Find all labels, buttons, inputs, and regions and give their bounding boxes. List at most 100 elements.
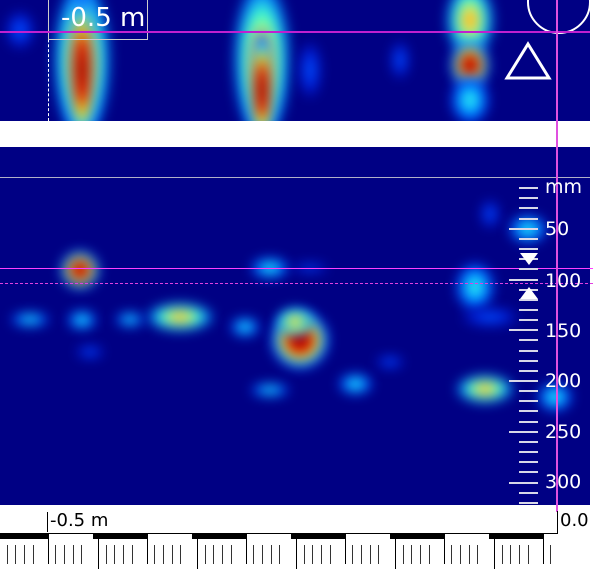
depth-tick (509, 380, 538, 382)
depth-tick (509, 430, 538, 433)
depth-scan-view[interactable] (0, 147, 590, 505)
ruler-segment (47, 534, 93, 564)
depth-label: 100 (545, 270, 582, 292)
scan-reflection (60, 250, 100, 290)
scan-reflection (375, 355, 405, 369)
depth-tick (519, 451, 538, 454)
scan-reflection (75, 345, 105, 359)
depth-tick (519, 248, 538, 251)
ruler-tick (81, 545, 83, 564)
top-scan-view[interactable] (0, 0, 590, 121)
ruler-tick (6, 545, 8, 564)
depth-tick (509, 481, 538, 484)
ruler-tick (402, 545, 404, 564)
scan-reflection (247, 30, 277, 121)
depth-tick (519, 400, 538, 403)
ruler-tick (329, 545, 331, 564)
ruler-segment (443, 534, 489, 564)
ruler-tick (180, 545, 182, 564)
ruler-tick (230, 545, 232, 564)
ruler-tick (303, 545, 305, 564)
scan-reflection (455, 262, 495, 312)
depth-tick (519, 349, 538, 352)
depth-tick (519, 197, 538, 200)
ruler-tick (411, 545, 413, 564)
triangle-outline-icon[interactable] (503, 40, 553, 82)
ruler-tick (162, 545, 164, 564)
depth-label: 150 (545, 320, 582, 342)
ruler-tick (527, 545, 529, 564)
depth-tick (509, 278, 538, 281)
ruler-segment (146, 534, 192, 564)
ruler-tick (32, 545, 34, 564)
depth-label: 250 (545, 421, 582, 443)
ruler-tick (114, 545, 116, 564)
scan-reflection (250, 383, 290, 397)
scan-reflection (390, 40, 410, 80)
ruler-segment (98, 539, 141, 569)
ruler-tick (222, 545, 224, 564)
ruler-tick (352, 545, 354, 564)
ruler-start-tick (47, 512, 48, 532)
ruler-tick (123, 545, 125, 564)
depth-tick (519, 187, 538, 190)
scan-reflection (537, 382, 573, 412)
ruler-tick (105, 545, 107, 564)
depth-tick (519, 369, 538, 372)
ruler-tick (63, 545, 65, 564)
position-label: -0.5 m (48, 0, 148, 40)
ruler-tick (550, 545, 552, 564)
ruler-tick (451, 545, 453, 564)
depth-tick (519, 298, 538, 301)
ruler-tick (55, 545, 57, 564)
scan-reflection (337, 373, 373, 395)
scan-reflection (10, 311, 50, 327)
depth-tick (519, 390, 538, 393)
ruler-segment (395, 539, 438, 569)
depth-tick (519, 491, 538, 494)
scan-reflection (460, 307, 520, 327)
scan-reflection (298, 40, 322, 100)
depth-tick (519, 319, 538, 322)
depth-tick (519, 308, 538, 311)
ruler-tick (501, 545, 503, 564)
depth-tick (519, 207, 538, 210)
depth-marker-up-icon[interactable] (519, 286, 539, 300)
scan-reflection (230, 317, 260, 337)
depth-tick (519, 217, 538, 220)
depth-tick (519, 410, 538, 413)
ruler-tick (428, 545, 430, 564)
cursor-horizontal-top[interactable] (0, 31, 590, 33)
depth-tick (519, 461, 538, 464)
depth-tick (519, 237, 538, 240)
cursor-vertical[interactable] (556, 0, 558, 512)
surface-line (0, 177, 590, 178)
ruler-tick (213, 545, 215, 564)
scan-reflection (480, 199, 500, 229)
ruler-tick (468, 545, 470, 564)
depth-tick (519, 339, 538, 342)
depth-label: 200 (545, 370, 582, 392)
scan-reflection (275, 307, 315, 337)
depth-tick (519, 420, 538, 423)
scan-reflection (450, 75, 490, 121)
ruler-tick (477, 545, 479, 564)
depth-marker-down-icon[interactable] (519, 252, 539, 266)
scan-reflection (455, 374, 515, 404)
ruler-tick (519, 545, 521, 564)
ruler-tick (154, 545, 156, 564)
ruler-tick (72, 545, 74, 564)
depth-unit: mm (545, 176, 583, 198)
ruler-tick (279, 545, 281, 564)
ruler-segment (245, 534, 291, 564)
depth-label: 50 (545, 218, 570, 240)
depth-reference-line (0, 283, 593, 284)
depth-tick (519, 471, 538, 474)
ruler-tick (253, 545, 255, 564)
ruler-tick (15, 545, 17, 564)
cursor-horizontal-depth[interactable] (0, 268, 593, 269)
ruler-tick (420, 545, 422, 564)
depth-tick (509, 227, 538, 230)
ruler-tick (24, 545, 26, 564)
ruler-tick (171, 545, 173, 564)
